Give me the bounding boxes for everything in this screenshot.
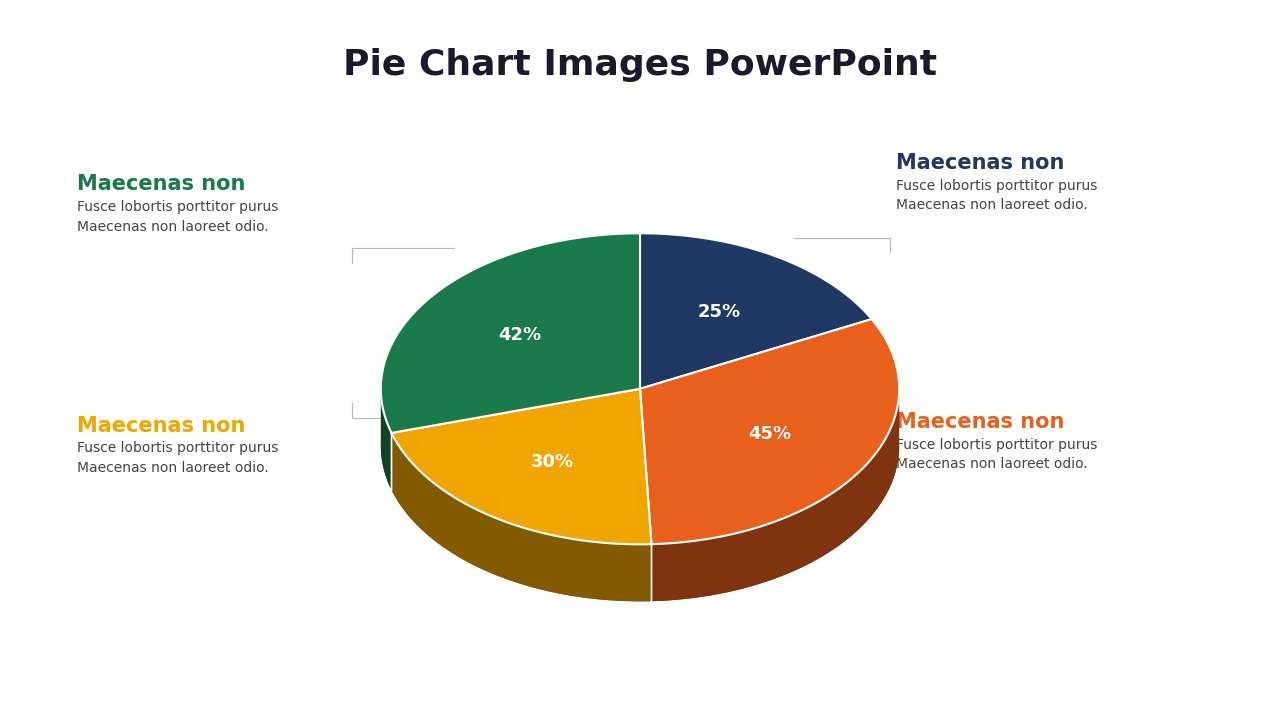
Polygon shape: [392, 433, 652, 601]
Text: Maecenas non: Maecenas non: [77, 415, 246, 436]
Polygon shape: [640, 233, 872, 389]
Polygon shape: [392, 446, 652, 601]
Polygon shape: [640, 319, 899, 544]
Text: Fusce lobortis porttitor purus
Maecenas non laoreet odio.: Fusce lobortis porttitor purus Maecenas …: [896, 179, 1097, 212]
Polygon shape: [381, 390, 392, 490]
Text: 45%: 45%: [748, 426, 791, 444]
Polygon shape: [381, 446, 640, 490]
Text: 25%: 25%: [698, 303, 741, 321]
Text: Maecenas non: Maecenas non: [896, 412, 1065, 432]
Text: 30%: 30%: [531, 454, 575, 472]
Polygon shape: [652, 390, 899, 601]
Polygon shape: [392, 389, 652, 544]
Text: Pie Chart Images PowerPoint: Pie Chart Images PowerPoint: [343, 48, 937, 82]
Text: Maecenas non: Maecenas non: [77, 174, 246, 194]
Polygon shape: [640, 446, 899, 601]
Text: Fusce lobortis porttitor purus
Maecenas non laoreet odio.: Fusce lobortis porttitor purus Maecenas …: [896, 438, 1097, 472]
Polygon shape: [381, 233, 640, 433]
Text: Fusce lobortis porttitor purus
Maecenas non laoreet odio.: Fusce lobortis porttitor purus Maecenas …: [77, 200, 278, 234]
Text: Maecenas non: Maecenas non: [896, 153, 1065, 173]
Text: Fusce lobortis porttitor purus
Maecenas non laoreet odio.: Fusce lobortis porttitor purus Maecenas …: [77, 441, 278, 475]
Text: 42%: 42%: [498, 326, 541, 344]
